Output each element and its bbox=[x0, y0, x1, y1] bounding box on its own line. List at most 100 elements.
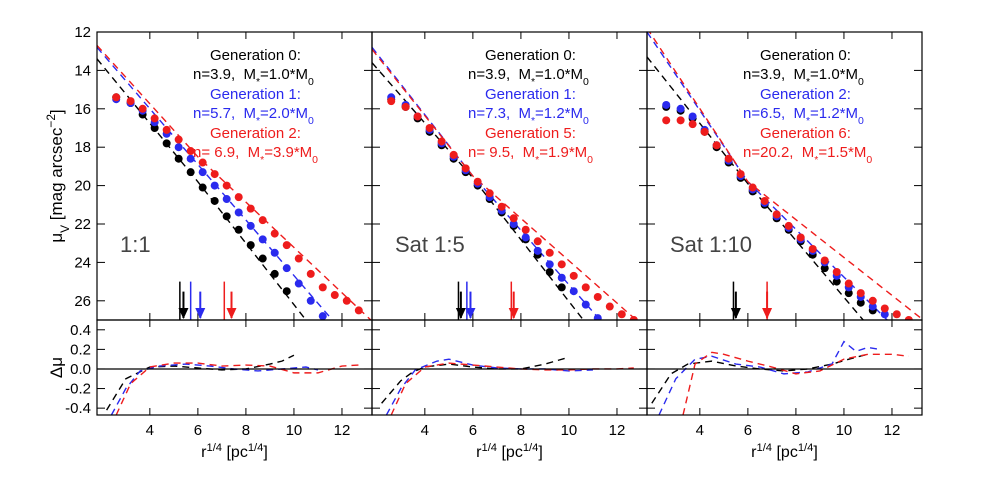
legend-name: Generation 6: bbox=[760, 125, 851, 142]
data-point bbox=[868, 302, 877, 311]
legend-params: n=3.9, M*=1.0*M0 bbox=[743, 66, 864, 88]
frame bbox=[96, 319, 373, 416]
legend-name: Generation 0: bbox=[760, 47, 851, 64]
data-point bbox=[662, 100, 671, 109]
data-point bbox=[449, 150, 458, 159]
marker-arrowhead bbox=[465, 308, 476, 319]
data-point bbox=[210, 196, 219, 205]
legend-name: Generation 0: bbox=[210, 47, 301, 64]
data-point bbox=[294, 254, 303, 263]
legend-name: Generation 5: bbox=[485, 125, 576, 142]
data-point bbox=[198, 168, 207, 177]
x-tick-label: 8 bbox=[792, 422, 800, 439]
x-axis-label: r1/4 [pc1/4] bbox=[476, 442, 543, 461]
legend-params: n=3.9, M*=1.0*M0 bbox=[193, 66, 314, 88]
legend-params-part: 0 bbox=[583, 115, 589, 127]
data-point bbox=[401, 102, 410, 111]
legend-params-part: n=3.9, M bbox=[468, 66, 531, 83]
data-point bbox=[330, 291, 339, 300]
data-point bbox=[282, 241, 291, 250]
data-point bbox=[246, 204, 255, 213]
x-tick-label: 12 bbox=[609, 422, 626, 439]
legend-params-part: n=5.7, M bbox=[193, 105, 256, 122]
data-point bbox=[748, 183, 757, 192]
legend-params-part: =1.9*M bbox=[539, 144, 587, 161]
y-axis-label-part: V bbox=[58, 225, 72, 233]
data-point bbox=[557, 283, 566, 292]
data-point bbox=[676, 104, 685, 113]
data-point bbox=[844, 289, 853, 298]
data-point bbox=[150, 114, 159, 123]
x-axis-label-part: ] bbox=[538, 444, 542, 461]
legend-name: Generation 1: bbox=[210, 86, 301, 103]
plot-area bbox=[106, 354, 359, 415]
data-point bbox=[246, 241, 255, 250]
legend-name: Generation 0: bbox=[485, 47, 576, 64]
y-tick-label: 24 bbox=[74, 254, 91, 271]
y-tick-label: 0.0 bbox=[70, 361, 91, 378]
panel-label: Sat 1:5 bbox=[395, 232, 465, 257]
y-axis-label-part: −2 bbox=[44, 114, 58, 128]
data-point bbox=[712, 141, 721, 150]
data-point bbox=[222, 212, 231, 221]
data-point bbox=[270, 248, 279, 257]
x-tick-label: 4 bbox=[696, 422, 704, 439]
x-axis-label-part: r bbox=[476, 444, 482, 461]
data-point bbox=[545, 248, 554, 257]
data-point bbox=[880, 304, 889, 313]
data-point bbox=[270, 269, 279, 278]
legend-params-part: 0 bbox=[858, 76, 864, 88]
data-point bbox=[342, 296, 351, 305]
data-point bbox=[700, 127, 709, 136]
data-point bbox=[222, 181, 231, 190]
data-point bbox=[557, 273, 566, 282]
data-point bbox=[258, 235, 267, 244]
data-point bbox=[174, 154, 183, 163]
x-axis-label-part: [pc bbox=[222, 444, 248, 461]
residual-line bbox=[682, 351, 909, 415]
data-point bbox=[210, 181, 219, 190]
residual-line bbox=[385, 358, 593, 415]
legend-params-part: =1.2*M bbox=[810, 105, 858, 122]
legend-params-part: =1.5*M bbox=[818, 144, 866, 161]
data-point bbox=[162, 139, 171, 148]
data-point bbox=[413, 112, 422, 121]
x-axis-label-part: [pc bbox=[497, 444, 523, 461]
data-point bbox=[174, 135, 183, 144]
legend-params-part: 0 bbox=[308, 76, 314, 88]
y-tick-label: 14 bbox=[74, 62, 91, 79]
data-point bbox=[387, 97, 396, 106]
x-tick-label: 4 bbox=[421, 422, 429, 439]
data-point bbox=[856, 298, 865, 307]
data-point bbox=[162, 125, 171, 134]
legend-params-part: * bbox=[806, 76, 810, 88]
x-axis-label-part: [pc bbox=[772, 444, 798, 461]
legend-params: n=3.9, M*=1.0*M0 bbox=[468, 66, 589, 88]
y-axis-label: μV [mag arcsec−2] bbox=[44, 109, 72, 242]
data-point bbox=[497, 202, 506, 211]
plot-area bbox=[647, 32, 922, 320]
data-point bbox=[856, 289, 865, 298]
y-tick-label: 12 bbox=[74, 24, 91, 41]
legend-params-part: n=6.5, M bbox=[743, 105, 806, 122]
legend-params-part: =3.9*M bbox=[264, 144, 312, 161]
marker-arrowhead bbox=[508, 308, 519, 319]
residual-line bbox=[651, 353, 869, 404]
legend-params-part: 0 bbox=[312, 154, 318, 166]
x-tick-label: 12 bbox=[334, 422, 351, 439]
y-axis-label: Δμ bbox=[47, 357, 66, 378]
x-axis-label: r1/4 [pc1/4] bbox=[751, 442, 818, 461]
marker-arrowhead bbox=[730, 308, 741, 319]
x-tick-label: 12 bbox=[884, 422, 901, 439]
data-point bbox=[318, 283, 327, 292]
data-point bbox=[246, 221, 255, 230]
x-axis-label-part: ] bbox=[813, 444, 817, 461]
marker-arrowhead bbox=[226, 308, 237, 319]
data-point bbox=[234, 193, 243, 202]
data-point bbox=[521, 233, 530, 242]
data-point bbox=[593, 314, 602, 320]
y-axis-label-part: ] bbox=[47, 109, 66, 114]
data-point bbox=[174, 143, 183, 152]
x-axis-label-part: 1/4 bbox=[798, 442, 814, 454]
